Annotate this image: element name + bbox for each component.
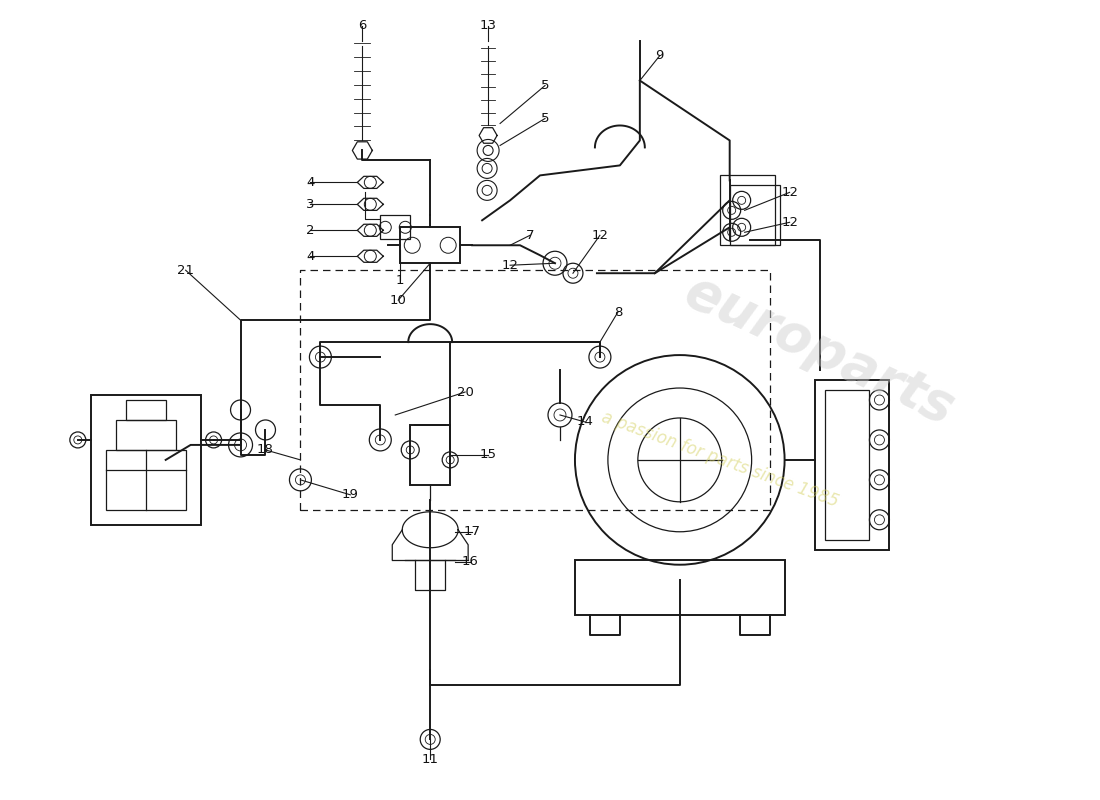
Bar (125, 400, 166, 420)
Text: 7: 7 (526, 229, 535, 242)
Text: 8: 8 (614, 306, 623, 318)
Text: 18: 18 (257, 443, 274, 457)
Text: 17: 17 (463, 526, 481, 538)
Text: 21: 21 (177, 264, 194, 277)
Text: 1: 1 (396, 274, 405, 286)
Text: 20: 20 (456, 386, 474, 398)
Text: europarts: europarts (676, 265, 962, 435)
Text: 14: 14 (576, 415, 593, 429)
Bar (814, 380, 890, 550)
Text: 10: 10 (389, 294, 407, 306)
Text: 13: 13 (480, 19, 496, 32)
Text: a passion for parts since 1985: a passion for parts since 1985 (598, 409, 840, 511)
Text: 12: 12 (781, 216, 799, 229)
Text: 2: 2 (306, 224, 315, 237)
Text: 6: 6 (359, 19, 366, 32)
Bar (91, 395, 200, 525)
Text: 12: 12 (502, 258, 518, 272)
Bar (729, 186, 780, 246)
Bar (719, 175, 774, 246)
Bar (106, 450, 186, 510)
Text: 12: 12 (781, 186, 799, 199)
Text: 16: 16 (462, 555, 478, 568)
Text: 15: 15 (480, 449, 496, 462)
Text: 11: 11 (421, 753, 439, 766)
Bar (575, 560, 784, 614)
Bar (116, 420, 176, 450)
Text: 12: 12 (592, 229, 608, 242)
Text: 4: 4 (306, 250, 315, 262)
Text: 4: 4 (306, 176, 315, 189)
Bar (410, 425, 450, 485)
Text: 19: 19 (342, 488, 359, 502)
Text: 5: 5 (541, 112, 549, 125)
Bar (825, 390, 869, 540)
Bar (381, 215, 410, 239)
Text: 3: 3 (306, 198, 315, 211)
Text: 9: 9 (656, 49, 664, 62)
Bar (400, 227, 460, 263)
Text: 5: 5 (541, 79, 549, 92)
